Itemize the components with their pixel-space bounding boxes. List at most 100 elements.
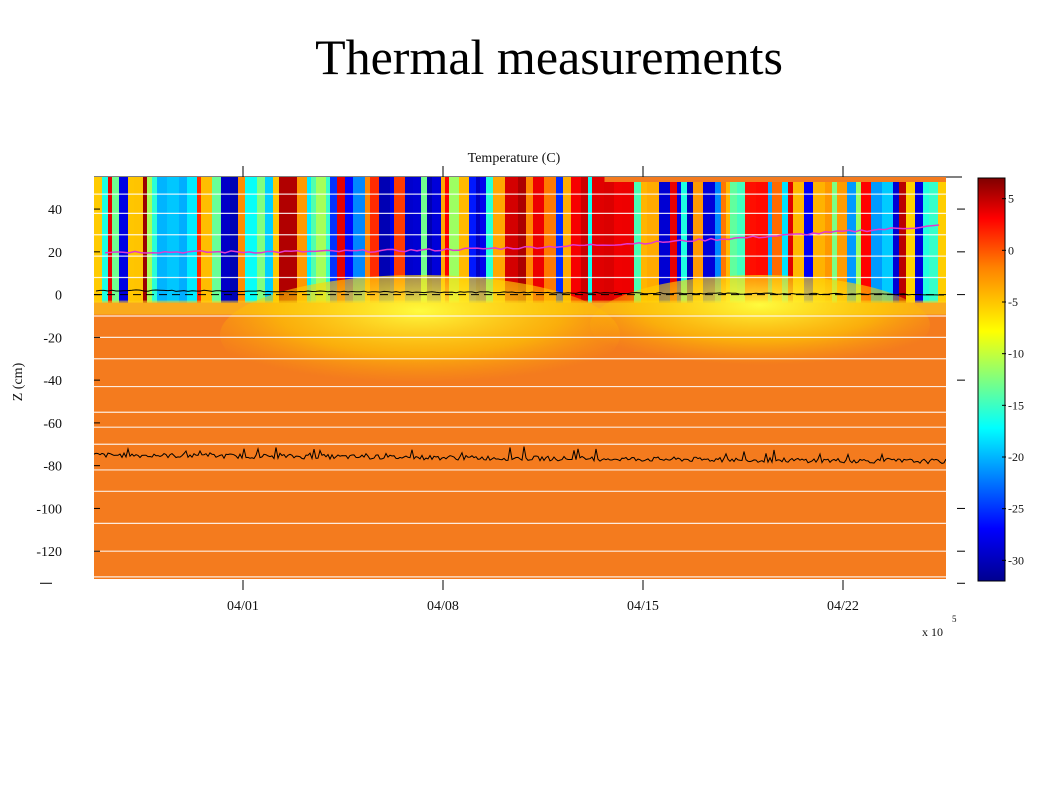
temperature-stripe — [459, 177, 470, 303]
temperature-stripe — [307, 177, 312, 303]
temperature-stripe — [571, 177, 582, 303]
x-tick-label: 04/22 — [827, 599, 859, 614]
temperature-stripe — [915, 182, 924, 303]
temperature-stripe — [147, 177, 153, 303]
temperature-stripe — [445, 177, 450, 303]
temperature-stripe — [265, 177, 274, 303]
temperature-stripe — [756, 182, 769, 303]
temperature-stripe — [326, 177, 331, 303]
temperature-stripe — [737, 182, 746, 303]
temperature-stripe — [449, 177, 460, 303]
colorbar-tick-label: 5 — [1008, 192, 1014, 206]
temperature-stripe — [212, 177, 222, 303]
temperature-stripe — [421, 177, 428, 303]
colorbar-tick-label: -10 — [1008, 347, 1024, 361]
chart-title: Temperature (C) — [468, 151, 561, 166]
temperature-stripe — [330, 177, 338, 303]
temperature-stripe — [316, 177, 327, 303]
temperature-stripe — [622, 182, 635, 303]
temperature-stripe — [772, 182, 783, 303]
temperature-stripe — [297, 177, 308, 303]
temperature-stripe — [94, 177, 103, 303]
temperature-stripe — [493, 177, 506, 303]
x-tick-label: 04/08 — [427, 599, 459, 614]
temperature-stripe — [768, 182, 773, 303]
temperature-stripe — [847, 182, 857, 303]
temperature-stripe — [108, 177, 113, 303]
temperature-stripe — [670, 182, 678, 303]
temperature-stripe — [441, 177, 446, 303]
temperature-stripe — [703, 182, 716, 303]
temperature-stripe — [929, 182, 939, 303]
temperature-stripe — [804, 182, 814, 303]
y-tick-label: 0 — [55, 289, 62, 304]
right-tick-marks — [957, 208, 965, 584]
temperature-stripe — [427, 177, 433, 303]
temperature-stripe — [201, 177, 213, 303]
temperature-stripe — [480, 177, 487, 303]
temperature-stripe — [128, 177, 135, 303]
temperature-stripe — [143, 177, 148, 303]
subsurface-trace — [94, 446, 946, 465]
surface-trace — [95, 289, 944, 296]
temperature-stripe — [788, 182, 794, 303]
temperature-stripe — [641, 182, 648, 303]
temperature-stripe — [899, 182, 907, 303]
temperature-stripe — [134, 177, 144, 303]
temperature-stripe — [882, 182, 894, 303]
x-axis: 04/01 04/08 04/15 04/22 — [227, 166, 859, 614]
temperature-stripe — [345, 177, 354, 303]
temperature-stripe — [432, 177, 442, 303]
colorbar-tick-label: -5 — [1008, 295, 1018, 309]
warm-zone — [220, 275, 620, 395]
plot-area — [94, 177, 946, 579]
temperature-stripe — [405, 177, 414, 303]
temperature-stripe — [152, 177, 158, 303]
temperature-stripe — [681, 182, 688, 303]
temperature-stripe — [221, 177, 231, 303]
temperature-stripe — [730, 182, 738, 303]
temperature-stripe — [279, 177, 286, 303]
temperature-stripe — [167, 177, 180, 303]
temperature-stripe — [923, 182, 930, 303]
temperature-stripe — [793, 182, 805, 303]
temperature-stripe — [592, 177, 605, 303]
temperature-stripe — [311, 177, 317, 303]
temperature-stripe — [353, 177, 366, 303]
temperature-stripe — [257, 177, 266, 303]
temperature-stripe — [119, 177, 129, 303]
temperature-stripe — [893, 182, 900, 303]
sensor-lines — [94, 193, 946, 578]
temperature-stripe — [238, 177, 246, 303]
temperature-stripe — [533, 177, 545, 303]
temperature-stripe — [102, 177, 109, 303]
temperature-stripe — [179, 177, 188, 303]
temperature-stripe — [856, 182, 862, 303]
temperature-stripe — [273, 177, 280, 303]
temperature-stripe — [245, 177, 258, 303]
temperature-stripe — [526, 177, 534, 303]
temperature-stripe — [413, 177, 422, 303]
temperature-stripe — [486, 177, 494, 303]
temperature-stripe — [469, 177, 477, 303]
temperature-stripe — [563, 177, 572, 303]
y-tick-label: -100 — [36, 502, 62, 517]
colorbar-tick-label: -20 — [1008, 450, 1024, 464]
x-multiplier-exponent: 5 — [952, 614, 957, 624]
temperature-stripe — [721, 182, 727, 303]
temperature-stripe — [906, 182, 916, 303]
temperature-stripe — [693, 182, 704, 303]
temperature-stripe — [861, 182, 872, 303]
temperature-stripe — [938, 182, 946, 303]
temperature-stripe — [687, 182, 694, 303]
temperature-stripe — [782, 182, 789, 303]
x-tick-label: 04/01 — [227, 599, 259, 614]
y-axis: 40 20 0 -20 -40 -60 -80 -100 -120 — [36, 203, 100, 584]
temperature-stripe — [871, 182, 883, 303]
temperature-stripe — [390, 177, 395, 303]
temperature-stripe — [112, 177, 120, 303]
temperature-stripe — [745, 182, 757, 303]
y-tick-label: 40 — [48, 203, 62, 218]
temperature-stripe — [677, 182, 682, 303]
